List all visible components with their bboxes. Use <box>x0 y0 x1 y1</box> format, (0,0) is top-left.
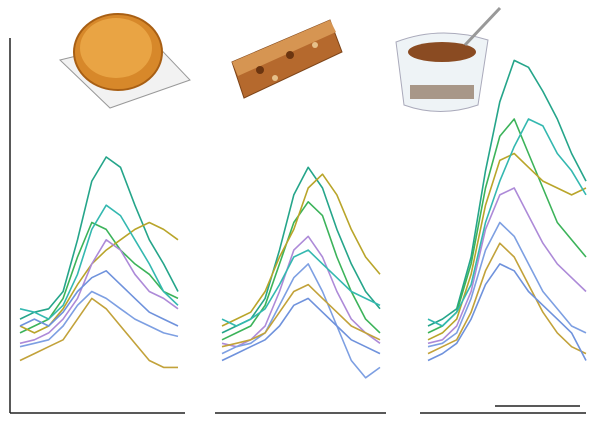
series-line <box>221 297 381 362</box>
series-line <box>427 263 587 362</box>
granola-bar-image <box>231 19 343 99</box>
series-line <box>19 239 179 345</box>
series-line <box>427 242 587 355</box>
series-line <box>19 290 179 348</box>
series-line <box>221 201 381 341</box>
series-line <box>19 270 179 327</box>
series-line <box>19 204 179 320</box>
series-line <box>221 166 381 334</box>
series-line <box>19 221 179 334</box>
series-line <box>427 118 587 327</box>
series-line <box>19 221 179 334</box>
series-line <box>19 156 179 320</box>
toast-image <box>58 13 191 109</box>
series-line <box>427 152 587 341</box>
series-line <box>221 249 381 327</box>
series-line <box>427 187 587 345</box>
series-line <box>427 118 587 334</box>
series-line <box>19 297 178 369</box>
series-line <box>427 221 587 348</box>
series-line <box>427 59 587 327</box>
series-line <box>221 173 381 327</box>
series-line <box>221 263 381 379</box>
cereal-bowl-image <box>395 6 502 112</box>
series-line <box>221 283 381 348</box>
